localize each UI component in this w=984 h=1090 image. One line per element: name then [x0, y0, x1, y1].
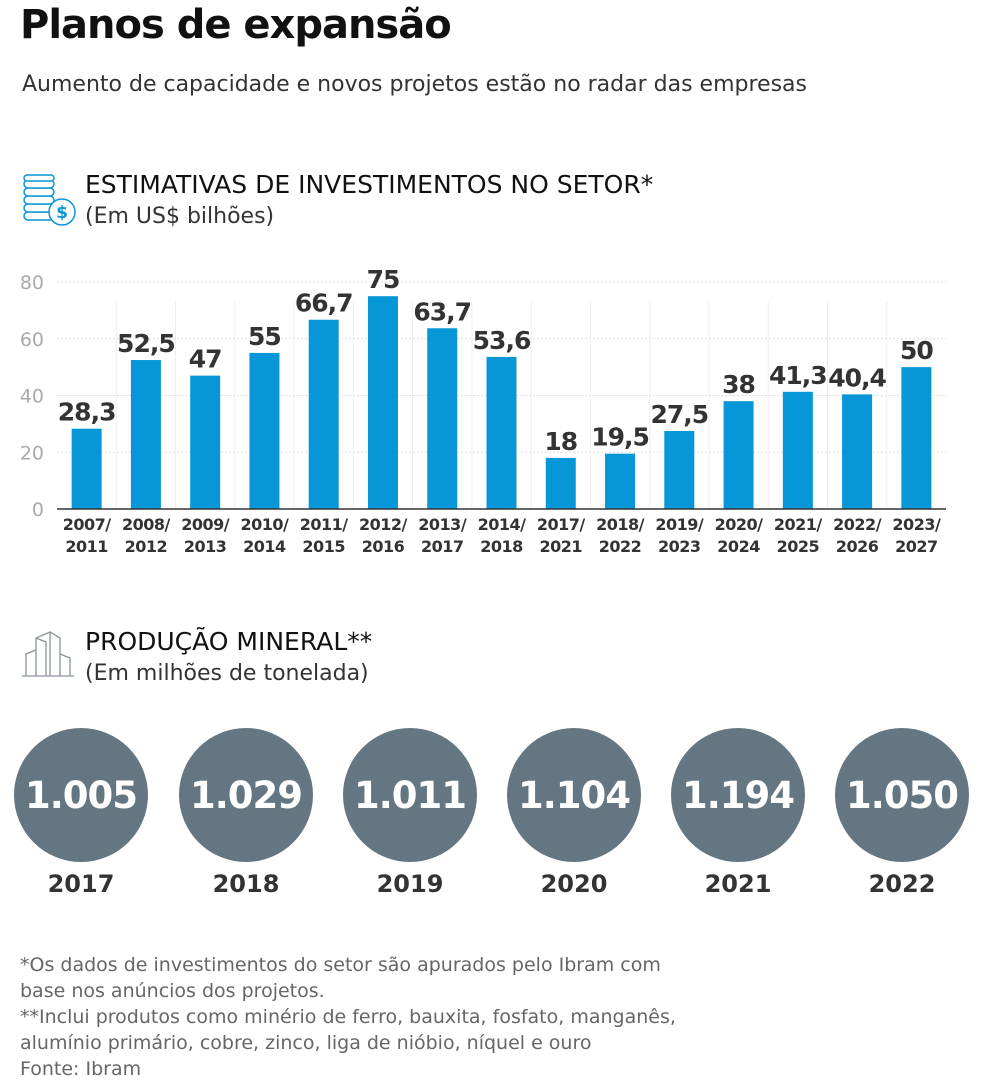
x-tick-label: 2014/2018	[478, 515, 527, 556]
production-value-circle: 1.050	[835, 728, 969, 862]
production-year-label: 2021	[704, 870, 772, 898]
x-tick-label: 2021/2025	[774, 515, 823, 556]
buildings-icon	[22, 631, 74, 677]
bar	[427, 328, 458, 509]
production-value-circle: 1.194	[671, 728, 805, 862]
bar	[190, 375, 221, 509]
production-year-label: 2017	[47, 870, 115, 898]
bar	[842, 394, 873, 509]
footnote-line: alumínio primário, cobre, zinco, liga de…	[20, 1032, 592, 1054]
investments-heading: ESTIMATIVAS DE INVESTIMENTOS NO SETOR*	[85, 170, 654, 199]
data-label: 47	[189, 345, 222, 374]
footnote-line: **Inclui produtos como minério de ferro,…	[20, 1006, 676, 1028]
bar	[130, 360, 161, 509]
production-value-circle: 1.005	[14, 728, 148, 862]
footnotes: *Os dados de investimentos do setor são …	[20, 952, 676, 1082]
bar	[664, 430, 695, 509]
source-line: Fonte: Ibram	[20, 1058, 142, 1080]
data-label: 41,3	[769, 361, 827, 390]
x-tick-label: 2012/2016	[359, 515, 408, 556]
production-year-label: 2018	[212, 870, 280, 898]
data-label: 18	[544, 427, 577, 456]
bar	[249, 352, 280, 509]
production-value-circle: 1.029	[179, 728, 313, 862]
x-tick-label: 2007/2011	[63, 515, 112, 556]
x-tick-label: 2009/2013	[181, 515, 230, 556]
x-tick-label: 2023/2027	[892, 515, 941, 556]
x-tick-label: 2019/2023	[655, 515, 704, 556]
bar	[367, 296, 398, 509]
bar	[308, 319, 339, 509]
bar	[545, 457, 576, 509]
data-label: 66,7	[295, 289, 353, 318]
x-tick-label: 2020/2024	[715, 515, 764, 556]
data-label: 75	[367, 265, 400, 294]
footnote-line: base nos anúncios dos projetos.	[20, 980, 325, 1002]
data-label: 28,3	[58, 398, 116, 427]
footnote-line: *Os dados de investimentos do setor são …	[20, 954, 661, 976]
data-label: 50	[900, 336, 933, 365]
data-label: 55	[248, 322, 281, 351]
data-label: 19,5	[591, 423, 649, 452]
y-tick-label: 0	[32, 499, 44, 521]
production-value-circle: 1.104	[507, 728, 641, 862]
bar	[605, 453, 636, 509]
investment-bar-chart: 0 20 40 60 80 28,3 2007/2011 52,5 2008/2012 47 200…	[20, 265, 946, 556]
data-label: 40,4	[828, 363, 886, 392]
x-tick-label: 2008/2012	[122, 515, 171, 556]
data-label: 27,5	[650, 400, 708, 429]
bar	[901, 367, 932, 509]
production-unit: (Em milhões de tonelada)	[85, 661, 369, 686]
y-tick-label: 20	[20, 442, 44, 464]
x-tick-label: 2013/2017	[418, 515, 467, 556]
bar	[71, 428, 102, 509]
production-year-label: 2022	[868, 870, 936, 898]
data-label: 38	[722, 370, 755, 399]
investments-unit: (Em US$ bilhões)	[85, 204, 275, 229]
svg-text:$: $	[56, 203, 68, 223]
x-tick-label: 2022/2026	[833, 515, 882, 556]
y-tick-label: 60	[20, 329, 44, 351]
data-label: 52,5	[117, 329, 175, 358]
production-year-label: 2020	[540, 870, 608, 898]
page-title: Planos de expansão	[20, 2, 452, 48]
data-label: 53,6	[473, 326, 531, 355]
x-tick-label: 2018/2022	[596, 515, 645, 556]
bar	[723, 401, 754, 509]
production-value-circle: 1.011	[343, 728, 477, 862]
y-tick-label: 80	[20, 272, 44, 294]
production-year-label: 2019	[376, 870, 444, 898]
coins-dollar-icon: $	[23, 174, 76, 226]
data-label: 63,7	[413, 297, 471, 326]
y-tick-label: 40	[20, 386, 44, 408]
x-tick-label: 2010/2014	[240, 515, 289, 556]
bar	[486, 356, 517, 509]
production-heading: PRODUÇÃO MINERAL**	[85, 627, 373, 656]
x-tick-label: 2011/2015	[300, 515, 349, 556]
bar	[782, 391, 813, 509]
x-tick-label: 2017/2021	[537, 515, 586, 556]
page-subtitle: Aumento de capacidade e novos projetos e…	[22, 72, 807, 97]
